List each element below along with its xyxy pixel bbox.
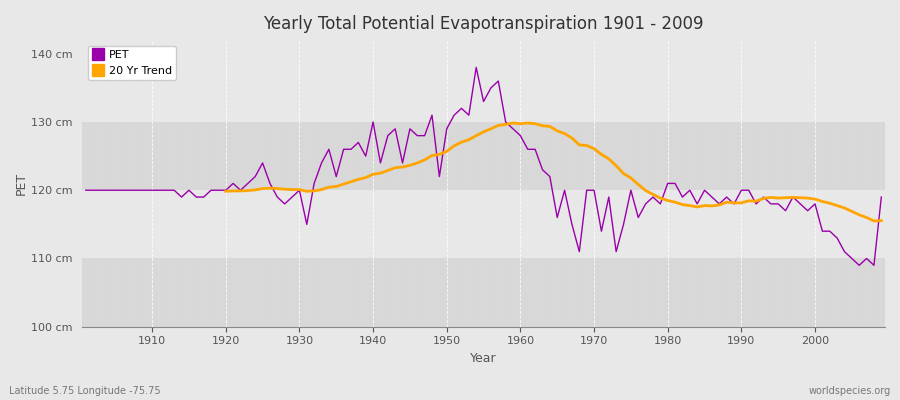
Bar xyxy=(82,122,885,190)
Text: Latitude 5.75 Longitude -75.75: Latitude 5.75 Longitude -75.75 xyxy=(9,386,160,396)
X-axis label: Year: Year xyxy=(470,352,497,365)
Legend: PET, 20 Yr Trend: PET, 20 Yr Trend xyxy=(87,46,176,80)
Title: Yearly Total Potential Evapotranspiration 1901 - 2009: Yearly Total Potential Evapotranspiratio… xyxy=(264,15,704,33)
Text: worldspecies.org: worldspecies.org xyxy=(809,386,891,396)
Bar xyxy=(82,190,885,258)
Y-axis label: PET: PET xyxy=(15,172,28,195)
Bar xyxy=(82,258,885,327)
Bar xyxy=(82,54,885,122)
